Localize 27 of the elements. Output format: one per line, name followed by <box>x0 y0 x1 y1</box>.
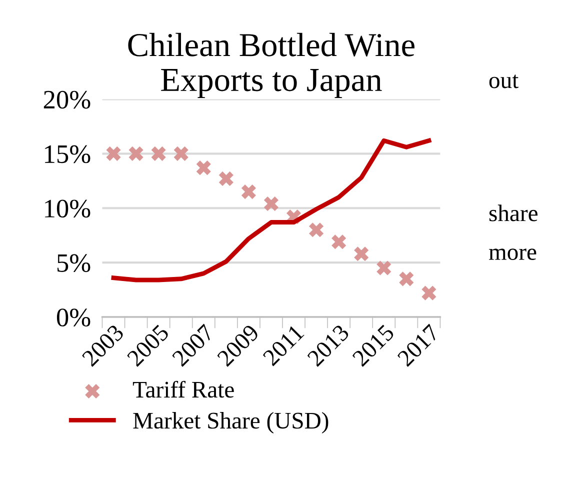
legend-label: Tariff Rate <box>132 380 234 398</box>
text: out <box>489 74 519 88</box>
point <box>332 234 346 250</box>
y-tick-label: 20% <box>44 90 90 109</box>
legend-label: Market Share (USD) <box>133 412 328 434</box>
point <box>174 146 188 161</box>
point <box>376 260 392 276</box>
point <box>196 160 211 176</box>
point <box>264 196 279 212</box>
point <box>309 222 324 238</box>
text: more <box>488 248 536 260</box>
x-tick-label: 2011 <box>262 324 304 366</box>
point <box>422 286 436 300</box>
text: share <box>489 204 538 222</box>
chart-title: Chilean Bottled Wine Exports to Japan <box>128 32 414 98</box>
y-tick-label: 15% <box>45 145 90 164</box>
point <box>354 246 369 262</box>
point <box>218 171 234 186</box>
y-tick-label: 10% <box>45 200 90 218</box>
y-tick-label: 5% <box>57 254 90 272</box>
line-series <box>111 138 432 282</box>
point <box>106 146 121 161</box>
y-tick-label: 0% <box>56 308 90 327</box>
point <box>399 272 414 286</box>
point <box>128 146 144 161</box>
point <box>151 146 166 161</box>
point <box>241 184 256 200</box>
